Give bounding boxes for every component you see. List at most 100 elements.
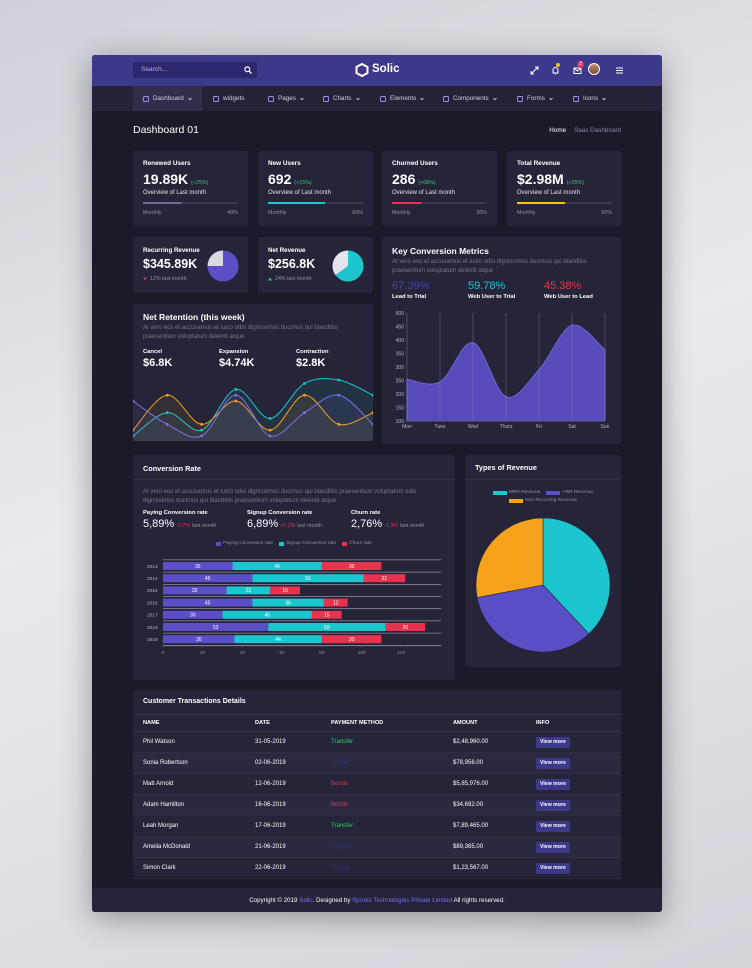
stat-period: Monthly [392, 210, 411, 216]
table-cell: Transfer [321, 732, 443, 753]
bar-segment [321, 562, 382, 570]
search-icon-circle [244, 66, 251, 73]
view-more-button[interactable]: View more [536, 799, 570, 811]
arrow [268, 277, 272, 281]
bell-dot [556, 63, 560, 67]
cell-text: $2,48,960.00 [453, 739, 489, 745]
stat-subtitle: Overview of Last month [392, 190, 456, 196]
table-cell: View more [526, 774, 621, 795]
bar-label: 44 [275, 637, 281, 643]
table-cell: Matt Arnold [133, 774, 245, 795]
pie-chart [475, 517, 611, 653]
nav-item[interactable]: Elements [370, 86, 434, 111]
page-title: Dashboard 01 [133, 124, 199, 136]
nav-item[interactable]: Charts [313, 86, 370, 111]
progress-fill [143, 202, 181, 204]
footer-link[interactable]: Spruko Technologies Private Limited [352, 896, 453, 904]
card-title: Recurring Revenue [143, 247, 200, 254]
table-row: Adam Hamilton 16-06-2019 Bonds $34,692.00 Vi… [133, 794, 621, 816]
nav-item[interactable]: Dashboard [133, 86, 202, 111]
line-point [337, 422, 341, 426]
nav-icon-shape [213, 95, 219, 102]
header-icon[interactable] [551, 66, 560, 75]
line-point [165, 422, 169, 426]
bar-label: 36 [285, 600, 291, 606]
metric-value: 45.38% [544, 280, 582, 292]
metric-label: Churn rate [351, 510, 381, 516]
search-icon-handle [248, 70, 252, 74]
stat-percent: 60% [352, 210, 363, 216]
table-cell: View more [526, 795, 621, 816]
nav-item[interactable]: Forms [507, 86, 563, 111]
stat-value: 286 [392, 171, 416, 187]
search-icon [244, 66, 252, 74]
table-cell: Paypal [321, 753, 443, 774]
stat-title: Churned Users [392, 160, 438, 167]
nav-item[interactable]: widgets [203, 86, 254, 111]
stat-title: New Users [268, 160, 301, 167]
view-more-button[interactable]: View more [536, 757, 570, 769]
bar-segment [163, 574, 253, 583]
cell-text: $89,365.00 [453, 844, 484, 850]
table-cell: Paypal [321, 837, 443, 858]
stat-value-row: 19.89K (+25%) [143, 171, 208, 187]
view-more-button[interactable]: View more [536, 841, 570, 853]
search-box[interactable]: Search... [133, 62, 257, 78]
nav-item[interactable]: Icons [563, 86, 616, 111]
pie-slice [475, 517, 544, 598]
area-chart: 100 150 200 250 300 350 400 450 500 Mon Tues Wed Thu… [396, 311, 610, 430]
view-more-button[interactable]: View more [536, 778, 570, 790]
breadcrumb-item[interactable]: Home [549, 127, 567, 134]
header-icon[interactable] [615, 66, 624, 75]
view-more-button[interactable]: View more [536, 820, 570, 832]
table-cell: Sonia Robertson [133, 753, 245, 774]
transactions-card: Customer Transactions Details NAME DATE PAY… [133, 690, 621, 879]
nav-icon-shape [517, 95, 523, 102]
metric-label: Lead to Trial [392, 294, 427, 300]
bell-icon [552, 67, 559, 75]
change-row: 24% last month [268, 276, 312, 282]
footer-link[interactable]: Solic [299, 896, 313, 904]
column-header: AMOUNT [453, 720, 478, 726]
header-icon[interactable] [573, 66, 582, 75]
nav-icon [573, 95, 579, 102]
bar-segment [163, 598, 253, 607]
bar-segment [163, 623, 269, 631]
nav-icon [380, 95, 386, 102]
table-row: Matt Arnold 12-06-2019 Bonds $5,85,976.00 Vi… [133, 774, 621, 795]
cell-text: Leah Morgan [143, 823, 179, 829]
metric-change: -1.3% [384, 523, 399, 529]
pie-slice [542, 517, 611, 635]
header-icon[interactable] [530, 66, 539, 75]
bar-label: 22 [246, 588, 252, 594]
nav-label: Components [453, 95, 489, 102]
avatar[interactable] [588, 63, 600, 75]
nav-bar: Dashboard widgets Pages Charts Elements Compo… [92, 86, 662, 111]
cell-text: Matt Arnold [143, 781, 174, 787]
nav-label: Icons [583, 95, 599, 102]
progress-track [392, 202, 487, 204]
metric-label: Paying Conversion rate [143, 510, 208, 516]
legend-label: Non-Recurring Revenue [525, 498, 577, 503]
revenue-card: Net Revenue $256.8K 24% last month [258, 237, 373, 293]
stat-change: (+25%) [191, 180, 209, 186]
footer-text: . Designed by [312, 896, 353, 904]
card-divider [465, 479, 621, 480]
view-more-button[interactable]: View more [536, 736, 570, 748]
metric-label: Contraction [296, 349, 329, 355]
legend-swatch [546, 490, 561, 495]
card-title: Types of Revenue [475, 463, 537, 472]
search-placeholder: Search... [141, 66, 168, 73]
line-point [200, 422, 203, 426]
stat-value-row: 286 (+08%) [392, 171, 436, 187]
bar-label: 56 [305, 576, 311, 582]
nav-item[interactable]: Components [433, 86, 507, 111]
table-header: NAME DATE PAYMENT METHOD AMOUNT INFO [133, 714, 621, 732]
view-more-button[interactable]: View more [536, 862, 570, 874]
bar-segment [321, 635, 382, 644]
nav-item[interactable]: Pages [258, 86, 314, 111]
mail-badge: 3 [577, 61, 584, 68]
cell-text: $34,692.00 [453, 802, 484, 808]
chevron [355, 97, 360, 100]
